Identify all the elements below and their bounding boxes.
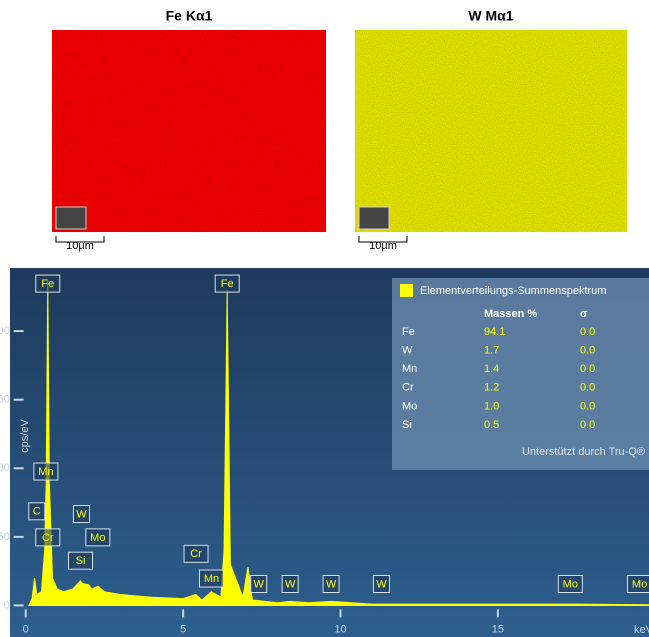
y-tick-label: 150 bbox=[0, 394, 10, 406]
x-tick-label: 10 bbox=[334, 623, 346, 635]
legend-value: 94.1 bbox=[484, 326, 505, 338]
map-title: W Mα1 bbox=[468, 8, 513, 24]
y-tick-label: 0 bbox=[4, 599, 10, 611]
peak-label: W bbox=[253, 578, 264, 590]
legend-value: 1.2 bbox=[484, 382, 499, 394]
x-axis-label: keV bbox=[634, 624, 649, 636]
peak-label: Mo bbox=[632, 578, 647, 590]
y-tick-label: 50 bbox=[0, 531, 10, 543]
legend-title: Elementverteilungs-Summenspektrum bbox=[420, 285, 606, 297]
legend-header: σ bbox=[580, 308, 588, 320]
x-tick-label: 0 bbox=[23, 623, 29, 635]
y-tick-label: 100 bbox=[0, 462, 10, 474]
page: Fe Kα1 W Mα1 10µm 10µm cps/eV keV 050100… bbox=[0, 0, 649, 637]
legend-box bbox=[392, 278, 649, 470]
legend-element: W bbox=[402, 345, 413, 357]
legend-element: Mn bbox=[402, 363, 417, 375]
x-tick-label: 15 bbox=[492, 623, 504, 635]
legend-value: 0.0 bbox=[580, 419, 595, 431]
legend-value: 1.4 bbox=[484, 363, 499, 375]
legend-value: 1.7 bbox=[484, 345, 499, 357]
legend-element: Cr bbox=[402, 382, 414, 394]
legend-value: 0.0 bbox=[580, 382, 595, 394]
peak-label: W bbox=[326, 578, 337, 590]
peak-label: C bbox=[33, 506, 41, 518]
scale-bar bbox=[56, 236, 407, 242]
peak-label: Mn bbox=[38, 466, 53, 478]
legend-value: 0.0 bbox=[580, 400, 595, 412]
peak-label: Mo bbox=[563, 578, 578, 590]
peak-label: Cr bbox=[42, 532, 54, 544]
peak-label: Cr bbox=[190, 548, 202, 560]
legend-swatch bbox=[400, 284, 413, 297]
scale-label: 10µm bbox=[369, 240, 397, 252]
x-tick-label: 5 bbox=[180, 623, 186, 635]
legend-value: 0.5 bbox=[484, 419, 499, 431]
scale-label: 10µm bbox=[66, 240, 94, 252]
legend-value: 0.0 bbox=[580, 345, 595, 357]
y-axis-label: cps/eV bbox=[19, 419, 31, 453]
legend-element: Si bbox=[402, 419, 412, 431]
peak-label: Fe bbox=[41, 278, 54, 290]
peak-label: Si bbox=[76, 555, 86, 567]
legend-value: 1.0 bbox=[484, 400, 499, 412]
legend-element: Fe bbox=[402, 326, 415, 338]
legend-footer: Unterstützt durch Tru-Q® bbox=[522, 446, 645, 458]
map-image bbox=[355, 30, 627, 232]
screen: Fe Kα1 W Mα1 10µm 10µm cps/eV keV 050100… bbox=[0, 0, 649, 637]
peak-label: Fe bbox=[221, 278, 234, 290]
peak-label: W bbox=[285, 578, 296, 590]
legend-value: 0.0 bbox=[580, 326, 595, 338]
legend-value: 0.0 bbox=[580, 363, 595, 375]
peak-label: Mn bbox=[204, 573, 219, 585]
peak-label: W bbox=[76, 508, 87, 520]
legend-element: Mo bbox=[402, 400, 417, 412]
map-title: Fe Kα1 bbox=[166, 8, 213, 24]
peak-label: Mo bbox=[90, 532, 105, 544]
map-image bbox=[52, 30, 326, 232]
legend-header: Massen % bbox=[484, 308, 537, 320]
y-tick-label: 200 bbox=[0, 325, 10, 337]
peak-label: W bbox=[376, 578, 387, 590]
